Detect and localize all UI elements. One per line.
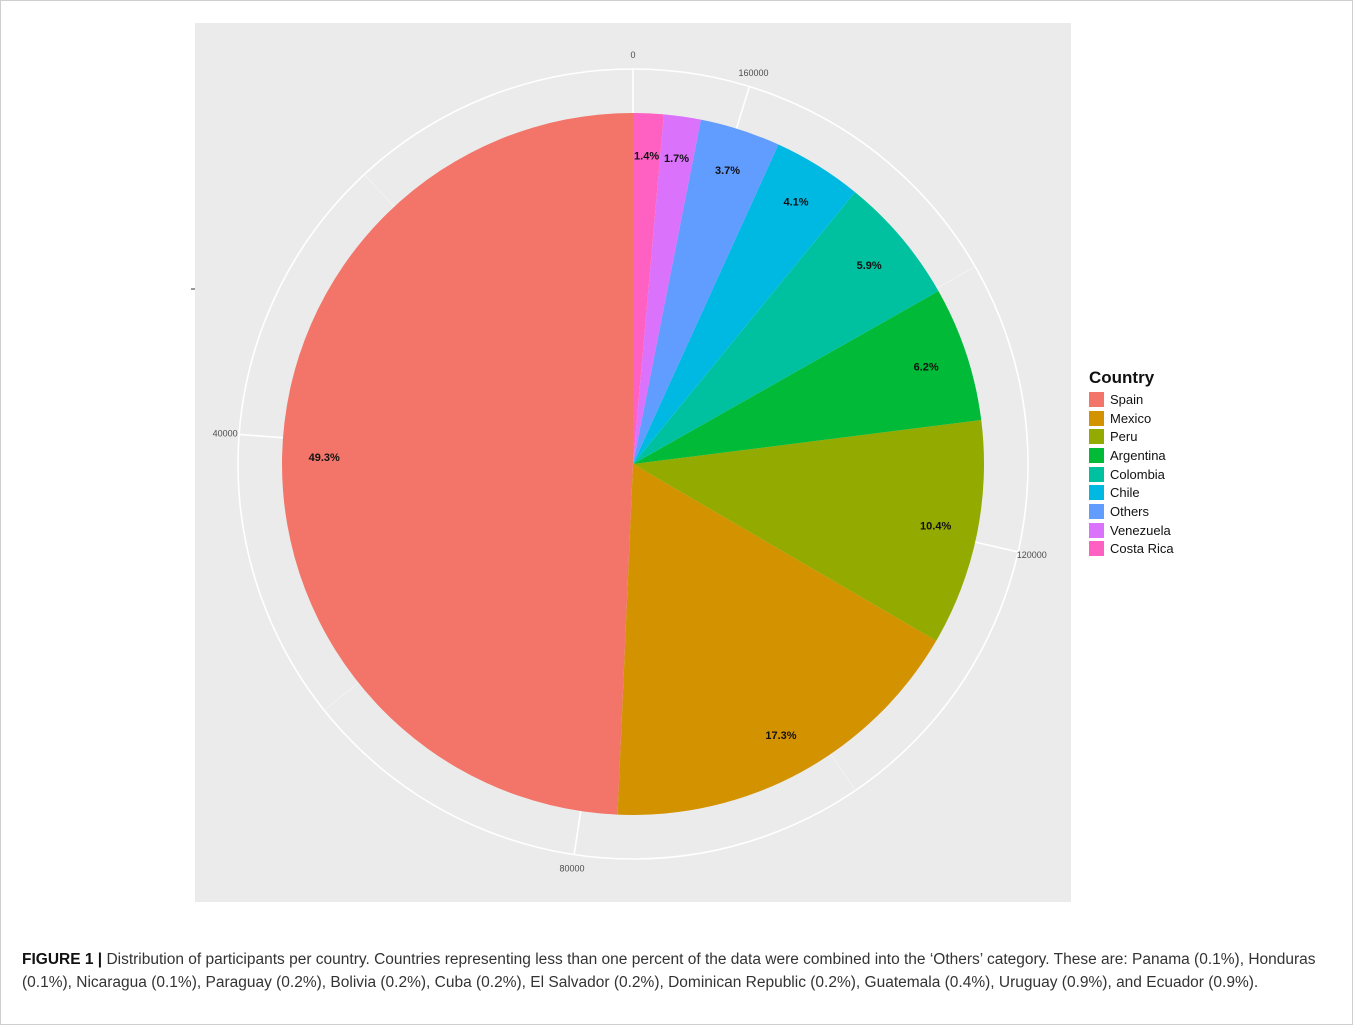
legend-label: Others (1110, 503, 1150, 519)
axis-tick-label: 0 (630, 50, 635, 60)
pie-slice-argentina (633, 291, 982, 464)
caption-label: FIGURE 1 | (22, 951, 103, 968)
slice-label-peru: 10.4% (920, 521, 951, 533)
major-gridline (573, 809, 582, 855)
slice-label-spain: 49.3% (309, 452, 340, 464)
pie-slice-costa-rica (633, 113, 664, 464)
legend: Country Spain Mexico Peru Argentina Colombia… (1089, 368, 1174, 558)
pie-slice-chile (633, 144, 856, 465)
legend-swatch (1089, 541, 1104, 557)
axis-tick-label: 40000 (213, 428, 238, 438)
legend-item-others: Others (1089, 502, 1174, 521)
legend-item-mexico: Mexico (1089, 409, 1174, 428)
legend-item-venezuela: Venezuela (1089, 521, 1174, 540)
legend-label: Venezuela (1110, 522, 1171, 538)
minor-gridline (323, 681, 360, 711)
axis-tick-label: 120000 (1017, 550, 1047, 560)
slice-label-chile: 4.1% (784, 197, 809, 209)
grid-layer (237, 68, 1029, 860)
legend-label: Spain (1110, 391, 1144, 407)
legend-label: Mexico (1110, 410, 1152, 426)
legend-item-costa-rica: Costa Rica (1089, 540, 1174, 559)
legend-swatch (1089, 522, 1104, 538)
slice-label-others: 3.7% (715, 165, 740, 177)
legend-swatch (1089, 410, 1104, 426)
legend-swatch (1089, 485, 1104, 501)
legend-label: Peru (1110, 429, 1138, 445)
legend-swatch (1089, 466, 1104, 482)
legend-item-chile: Chile (1089, 483, 1174, 502)
legend-items: Spain Mexico Peru Argentina Colombia Chile Oth… (1089, 390, 1174, 558)
pie-slice-spain (281, 113, 633, 815)
major-gridline (239, 433, 285, 439)
legend-item-peru: Peru (1089, 427, 1174, 446)
slice-label-mexico: 17.3% (765, 730, 796, 742)
legend-swatch (1089, 503, 1104, 519)
minor-gridline (829, 752, 856, 791)
figure-caption: FIGURE 1 | Distribution of participants … (22, 948, 1332, 994)
axis-tick-label: 80000 (560, 863, 585, 873)
minor-gridline (935, 266, 976, 290)
minor-gridline (364, 174, 396, 208)
legend-label: Costa Rica (1110, 541, 1174, 557)
pie-slice-mexico (617, 464, 937, 815)
slice-label-venezuela: 1.7% (664, 153, 689, 165)
legend-item-argentina: Argentina (1089, 446, 1174, 465)
legend-label: Argentina (1110, 447, 1166, 463)
legend-item-colombia: Colombia (1089, 465, 1174, 484)
legend-label: Chile (1110, 485, 1140, 501)
pie-slice-colombia (633, 192, 939, 465)
legend-swatch (1089, 447, 1104, 463)
pie-slice-venezuela (633, 114, 701, 464)
caption-text: Distribution of participants per country… (22, 951, 1316, 991)
slice-label-costa-rica: 1.4% (634, 150, 659, 162)
slice-label-colombia: 5.9% (857, 260, 882, 272)
slice-label-argentina: 6.2% (914, 362, 939, 374)
major-gridline (735, 86, 751, 130)
pie-slice-others (633, 119, 779, 464)
pie-chart: 49.3%17.3%10.4%6.2%5.9%4.1%3.7%1.7%1.4% … (191, 23, 1071, 902)
legend-label: Colombia (1110, 466, 1165, 482)
legend-item-spain: Spain (1089, 390, 1174, 409)
pie-slice-peru (633, 420, 984, 641)
legend-swatch (1089, 391, 1104, 407)
label-layer: 49.3% 17.3% 10.4% 6.2% 5.9% 4.1% 3.7% 1.7% 1.4% (309, 150, 952, 742)
legend-swatch (1089, 429, 1104, 445)
legend-title: Country (1089, 368, 1155, 387)
tick-layer: 0 40000 80000 120000 160000 (191, 50, 1047, 873)
slice-layer (281, 113, 984, 815)
major-gridline (974, 541, 1019, 553)
axis-tick-label: 160000 (739, 68, 769, 78)
